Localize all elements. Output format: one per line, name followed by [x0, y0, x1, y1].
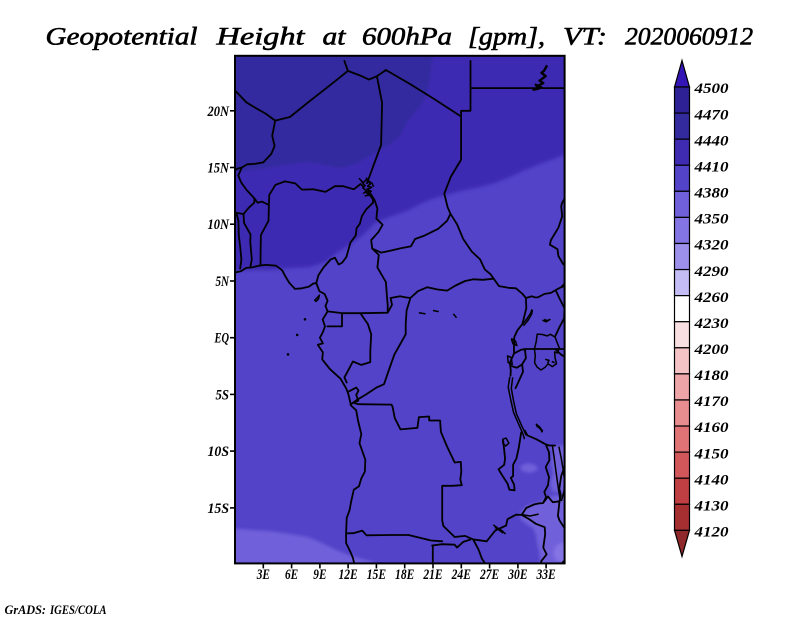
svg-text:[gpm],: [gpm], [468, 24, 545, 51]
svg-text:27E: 27E [479, 567, 499, 583]
svg-text:VT:: VT: [563, 24, 607, 51]
svg-text:4350: 4350 [693, 212, 729, 228]
svg-text:2020060912: 2020060912 [625, 24, 753, 51]
svg-text:4230: 4230 [693, 316, 729, 332]
svg-text:Height: Height [215, 24, 306, 51]
svg-text:10S: 10S [208, 444, 230, 460]
svg-text:4140: 4140 [693, 472, 729, 488]
svg-text:4160: 4160 [693, 420, 729, 436]
svg-text:4440: 4440 [693, 133, 729, 149]
svg-text:21E: 21E [423, 567, 443, 583]
svg-text:600hPa: 600hPa [362, 24, 452, 51]
svg-text:4410: 4410 [693, 159, 729, 175]
svg-text:12E: 12E [338, 567, 357, 583]
svg-text:18E: 18E [395, 567, 414, 583]
svg-text:6E: 6E [285, 567, 298, 583]
svg-text:20N: 20N [207, 104, 230, 120]
svg-text:4200: 4200 [693, 342, 729, 358]
svg-text:15S: 15S [208, 501, 230, 517]
svg-text:4170: 4170 [693, 394, 729, 410]
svg-text:4180: 4180 [693, 368, 729, 384]
svg-text:Geopotential: Geopotential [46, 24, 198, 51]
svg-text:10N: 10N [208, 217, 230, 233]
svg-text:15E: 15E [367, 567, 386, 583]
svg-text:3E: 3E [256, 567, 270, 583]
svg-text:4120: 4120 [693, 525, 729, 541]
svg-text:5N: 5N [216, 274, 230, 290]
svg-text:30E: 30E [507, 567, 527, 583]
svg-text:9E: 9E [313, 567, 326, 583]
svg-text:IGES/COLA: IGES/COLA [49, 603, 106, 617]
svg-text:4380: 4380 [693, 186, 729, 202]
svg-text:4470: 4470 [693, 107, 729, 123]
svg-text:at: at [323, 24, 347, 51]
svg-text:24E: 24E [451, 567, 471, 583]
svg-text:33E: 33E [536, 567, 556, 583]
svg-text:4290: 4290 [693, 264, 729, 280]
svg-text:EQ: EQ [214, 331, 229, 347]
svg-text:4260: 4260 [693, 290, 729, 306]
svg-text:4150: 4150 [693, 446, 729, 462]
svg-text:15N: 15N [208, 161, 230, 177]
svg-text:4320: 4320 [693, 238, 729, 254]
svg-text:GrADS:: GrADS: [5, 603, 47, 617]
svg-text:5S: 5S [216, 387, 230, 403]
svg-text:4130: 4130 [693, 498, 729, 514]
svg-text:4500: 4500 [693, 81, 729, 97]
